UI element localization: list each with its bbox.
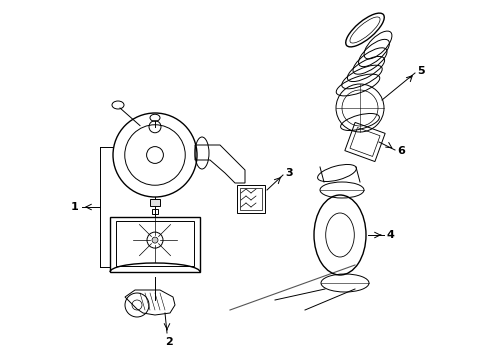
Text: 5: 5 — [417, 66, 425, 76]
Text: 4: 4 — [386, 230, 394, 240]
Text: 6: 6 — [397, 146, 405, 156]
Text: 1: 1 — [70, 202, 78, 212]
Bar — [110, 217, 200, 272]
Circle shape — [152, 237, 158, 243]
Bar — [150, 199, 160, 206]
Bar — [240, 188, 262, 210]
Bar — [116, 221, 194, 266]
Bar — [152, 209, 158, 214]
Text: 3: 3 — [285, 168, 293, 178]
Bar — [237, 185, 265, 213]
Text: 2: 2 — [165, 337, 173, 347]
